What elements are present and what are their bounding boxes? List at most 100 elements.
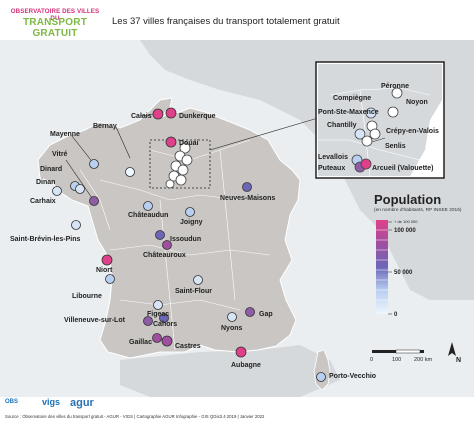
label-vitre: Vitré bbox=[52, 151, 68, 158]
label-libourne: Libourne bbox=[72, 293, 102, 300]
inset-marker-chantilly bbox=[354, 128, 366, 140]
inset-marker-crepy bbox=[369, 128, 381, 140]
inset-marker-noyon bbox=[387, 106, 399, 118]
marker-aubagne bbox=[235, 346, 247, 358]
paris-cluster bbox=[165, 142, 193, 189]
inset-marker-senlis bbox=[361, 135, 373, 147]
legend-tick-0: 0 bbox=[394, 312, 398, 318]
inset-label-puteaux: Puteaux bbox=[318, 165, 345, 172]
inset-label-arcueil: Arcueil (Valouette) bbox=[372, 165, 433, 172]
map-title: Les 37 villes françaises du transport to… bbox=[112, 16, 340, 27]
marker-saint-flour bbox=[193, 275, 203, 285]
marker-mayenne bbox=[89, 159, 99, 169]
observatoire-logo: OBSERVATOIRE DES VILLES DU TRANSPORT GRA… bbox=[6, 8, 104, 39]
legend-tick-50k: 50 000 bbox=[394, 270, 413, 276]
label-aubagne: Aubagne bbox=[231, 362, 261, 369]
label-porto-vecchio: Porto-Vecchio bbox=[329, 373, 376, 380]
logo-line1: OBSERVATOIRE DES VILLES DU bbox=[10, 8, 100, 22]
marker-calais bbox=[152, 108, 164, 120]
marker-douai bbox=[165, 136, 177, 148]
legend-gradient bbox=[376, 220, 388, 314]
marker-issoudun bbox=[155, 230, 165, 240]
marker-chateaudun bbox=[143, 201, 153, 211]
scale-100: 100 bbox=[392, 357, 401, 363]
legend-tick-100k: 100 000 bbox=[394, 228, 416, 234]
label-nyons: Nyons bbox=[221, 325, 243, 332]
label-niort: Niort bbox=[96, 267, 113, 274]
marker-joigny bbox=[185, 207, 195, 217]
inset-label-pont-ste-maxence: Pont-Ste-Maxence bbox=[318, 109, 379, 116]
marker-cahors bbox=[159, 313, 169, 323]
inset-label-levallois: Levallois bbox=[318, 154, 348, 161]
label-gap: Gap bbox=[259, 311, 273, 318]
inset-label-noyon: Noyon bbox=[406, 99, 428, 106]
legend-title: Population bbox=[374, 192, 441, 207]
label-figeac: Figeac bbox=[147, 311, 169, 318]
label-gaillac: Gaillac bbox=[129, 339, 152, 346]
source-note: Source : Observatoire des villes du tran… bbox=[5, 414, 265, 419]
inset-label-peronne: Péronne bbox=[381, 83, 409, 90]
paris-cluster-city bbox=[165, 179, 175, 189]
inset-map: Péronne Compiègne Noyon Pont-Ste-Maxence… bbox=[315, 61, 445, 179]
inset-label-crepy: Crépy-en-Valois bbox=[386, 128, 439, 135]
marker-dinan bbox=[75, 184, 85, 194]
marker-chateauroux bbox=[162, 240, 172, 250]
label-dinard: Dinard bbox=[40, 166, 62, 173]
label-bernay: Bernay bbox=[93, 123, 117, 130]
label-neuves-maisons: Neuves-Maisons bbox=[220, 195, 275, 202]
label-mayenne: Mayenne bbox=[50, 131, 80, 138]
footer-logo-observatoire: OBS bbox=[5, 399, 19, 405]
inset-label-chantilly: Chantilly bbox=[327, 122, 357, 129]
marker-porto-vecchio bbox=[316, 372, 326, 382]
scale-bar: 0 100 200 km bbox=[370, 349, 432, 363]
marker-castres bbox=[161, 335, 173, 347]
paris-cluster-city bbox=[175, 174, 187, 186]
marker-villeneuve bbox=[143, 316, 153, 326]
region-borders bbox=[79, 139, 271, 351]
label-saint-brevin: Saint-Brévin-les-Pins bbox=[10, 236, 81, 243]
label-calais: Calais bbox=[131, 113, 152, 120]
marker-vitre bbox=[89, 196, 99, 206]
label-issoudun: Issoudun bbox=[170, 236, 201, 243]
footer-logo-agur: agur bbox=[70, 397, 94, 409]
marker-neuves-maisons bbox=[242, 182, 252, 192]
marker-dunkerque bbox=[165, 107, 177, 119]
inset-focus-box bbox=[149, 139, 211, 189]
spain-land bbox=[120, 345, 340, 397]
paris-cluster-city bbox=[181, 154, 193, 166]
marker-saint-brevin bbox=[71, 220, 81, 230]
label-villeneuve: Villeneuve-sur-Lot bbox=[64, 317, 126, 324]
label-carhaix: Carhaix bbox=[30, 198, 56, 205]
label-castres: Castres bbox=[175, 343, 201, 350]
scale-200: 200 km bbox=[414, 357, 432, 363]
label-dunkerque: Dunkerque bbox=[179, 113, 216, 120]
inset-label-compiegne: Compiègne bbox=[333, 95, 371, 102]
footer-logo-vigs: vigs bbox=[42, 397, 61, 407]
marker-libourne bbox=[105, 274, 115, 284]
marker-carhaix bbox=[52, 186, 62, 196]
inset-marker-peronne bbox=[391, 87, 403, 99]
label-chateauroux: Châteauroux bbox=[143, 252, 186, 259]
marker-gaillac bbox=[152, 333, 162, 343]
legend-subtitle: (en nombre d'habitants, RP INSEE 2016) bbox=[374, 207, 462, 213]
header: OBSERVATOIRE DES VILLES DU TRANSPORT GRA… bbox=[0, 0, 474, 40]
paris-cluster-city bbox=[179, 142, 191, 154]
marker-niort bbox=[101, 254, 113, 266]
legend: Population (en nombre d'habitants, RP IN… bbox=[374, 192, 462, 318]
marker-nyons bbox=[227, 312, 237, 322]
footer: OBS vigs agur Source : Observatoire des … bbox=[0, 397, 474, 421]
inset-marker-arcueil bbox=[360, 158, 372, 170]
marker-figeac bbox=[153, 300, 163, 310]
north-label: N bbox=[456, 357, 461, 364]
marker-bernay bbox=[125, 167, 135, 177]
inset-connector bbox=[209, 117, 319, 151]
label-chateaudun: Châteaudun bbox=[128, 212, 168, 219]
north-arrow: N bbox=[448, 342, 461, 364]
label-saint-flour: Saint-Flour bbox=[175, 288, 212, 295]
logo-line2: TRANSPORT GRATUIT bbox=[22, 17, 88, 39]
inset-label-senlis: Senlis bbox=[385, 143, 406, 150]
city-labels: Calais Dunkerque Douai Mayenne Bernay Vi… bbox=[10, 113, 376, 380]
marker-gap bbox=[245, 307, 255, 317]
scale-0: 0 bbox=[370, 357, 373, 363]
